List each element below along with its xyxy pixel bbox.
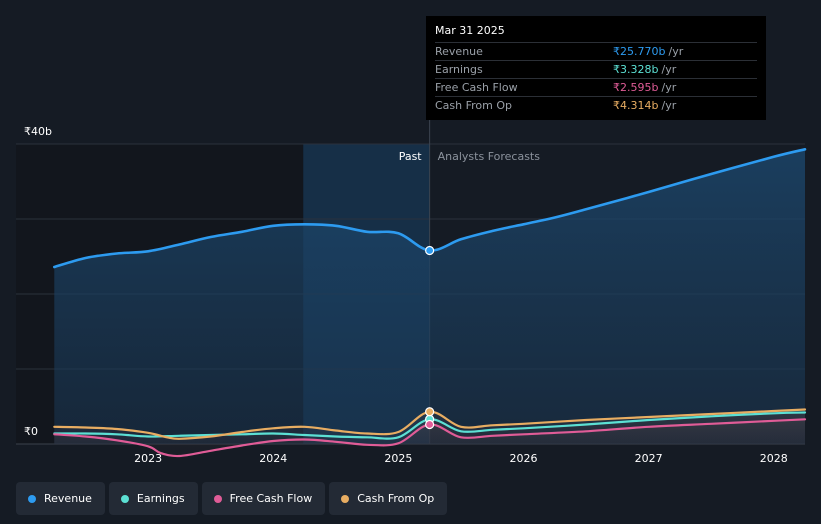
legend: Revenue Earnings Free Cash Flow Cash Fro…	[16, 482, 448, 515]
tooltip-unit: /yr	[668, 45, 684, 58]
legend-label: Free Cash Flow	[229, 492, 313, 505]
tooltip-row-revenue: Revenue ₹25.770b /yr	[435, 42, 757, 60]
x-tick-label: 2023	[134, 452, 162, 465]
tooltip: Mar 31 2025 Revenue ₹25.770b /yr Earning…	[426, 16, 766, 120]
legend-item-revenue[interactable]: Revenue	[16, 482, 105, 515]
legend-item-earnings[interactable]: Earnings	[108, 482, 198, 515]
cash-from-op-dot-icon	[341, 494, 350, 503]
legend-item-cash-from-op[interactable]: Cash From Op	[329, 482, 448, 515]
tooltip-value: ₹2.595b	[613, 81, 659, 94]
x-tick-label: 2027	[635, 452, 663, 465]
earnings-dot-icon	[120, 494, 129, 503]
past-label: Past	[399, 150, 423, 163]
tooltip-label: Free Cash Flow	[435, 81, 518, 94]
revenue-area	[54, 149, 806, 445]
legend-label: Cash From Op	[357, 492, 435, 505]
tooltip-value: ₹25.770b	[613, 45, 666, 58]
free-cash-flow-point	[425, 419, 435, 430]
tooltip-label: Earnings	[435, 63, 483, 76]
legend-label: Earnings	[136, 492, 185, 505]
revenue-line	[53, 148, 807, 269]
cash-from-op-line	[53, 408, 807, 440]
free-cash-flow-dot-icon	[213, 494, 222, 503]
revenue-point	[425, 245, 435, 256]
cash-from-op-point	[425, 407, 435, 417]
tooltip-unit: /yr	[661, 63, 677, 76]
legend-label: Revenue	[44, 492, 92, 505]
tooltip-label: Revenue	[435, 45, 483, 58]
forecast-label: Analysts Forecasts	[438, 150, 541, 163]
tooltip-row-free-cash-flow: Free Cash Flow ₹2.595b /yr	[435, 78, 757, 96]
x-tick-label: 2025	[384, 452, 412, 465]
y-tick-label: ₹0	[24, 425, 38, 438]
x-tick-label: 2024	[259, 452, 287, 465]
tooltip-date: Mar 31 2025	[435, 24, 505, 37]
x-tick-label: 2026	[509, 452, 537, 465]
tooltip-unit: /yr	[661, 81, 677, 94]
revenue-dot-icon	[28, 494, 36, 503]
tooltip-value: ₹3.328b	[613, 63, 659, 76]
tooltip-row-cash-from-op: Cash From Op ₹4.314b /yr	[435, 96, 757, 114]
free-cash-flow-line	[53, 418, 807, 458]
earnings-line	[53, 411, 807, 440]
x-tick-label: 2028	[760, 452, 788, 465]
tooltip-row-earnings: Earnings ₹3.328b /yr	[435, 60, 757, 78]
legend-item-free-cash-flow[interactable]: Free Cash Flow	[201, 482, 326, 515]
tooltip-value: ₹4.314b	[613, 99, 659, 112]
tooltip-label: Cash From Op	[435, 99, 513, 112]
y-tick-label: ₹40b	[24, 125, 52, 138]
tooltip-unit: /yr	[661, 99, 677, 112]
